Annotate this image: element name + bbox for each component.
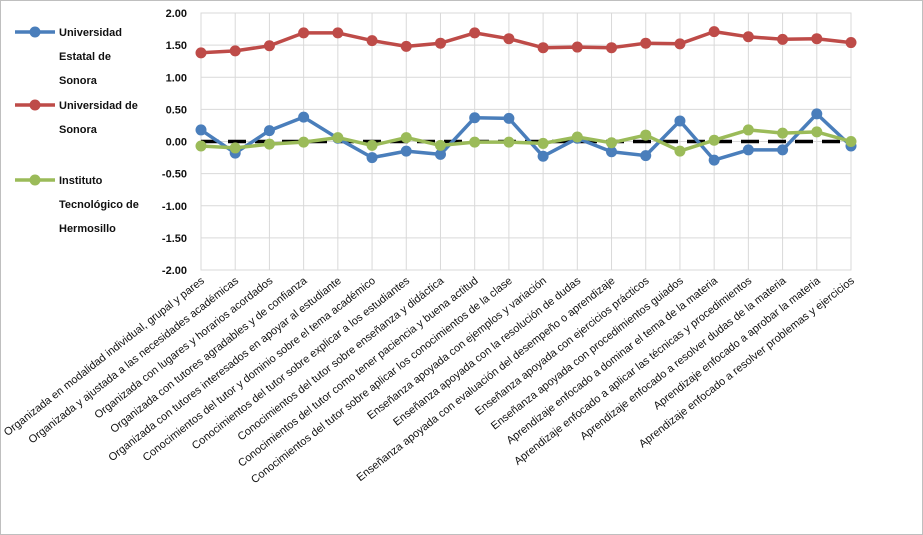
data-point <box>263 138 275 150</box>
data-point <box>400 40 412 52</box>
legend-label: Tecnológico de <box>59 199 139 211</box>
data-point <box>434 37 446 49</box>
data-point <box>606 42 618 54</box>
data-point <box>298 27 310 39</box>
y-tick-label: 0.50 <box>166 104 187 116</box>
legend-label: Hermosillo <box>59 223 116 235</box>
y-tick-label: 1.50 <box>166 40 187 52</box>
data-point <box>640 150 652 162</box>
data-point <box>674 115 686 127</box>
data-point <box>674 145 686 157</box>
data-point <box>366 35 378 47</box>
data-point <box>400 132 412 144</box>
y-tick-label: 1.00 <box>166 72 187 84</box>
data-point <box>366 152 378 164</box>
data-point <box>845 136 857 147</box>
data-point <box>263 125 275 137</box>
data-point <box>434 139 446 151</box>
y-tick-label: -1.00 <box>162 201 187 213</box>
data-point <box>503 33 515 45</box>
legend-label: Universidad de <box>59 100 138 112</box>
data-point <box>229 142 241 154</box>
data-point <box>640 129 652 141</box>
data-point <box>708 154 720 166</box>
data-point <box>811 33 823 45</box>
y-tick-label: 0.00 <box>166 137 187 149</box>
data-point <box>263 40 275 52</box>
data-point <box>777 144 789 156</box>
data-point <box>332 27 344 39</box>
data-point <box>708 26 720 38</box>
data-point <box>571 131 583 143</box>
data-point <box>195 124 207 136</box>
data-point <box>708 134 720 146</box>
legend-label: Estatal de <box>59 51 111 63</box>
data-point <box>537 42 549 54</box>
data-point <box>332 132 344 144</box>
y-tick-label: -1.50 <box>162 233 187 245</box>
data-point <box>777 33 789 45</box>
data-point <box>469 27 481 39</box>
data-point <box>400 145 412 157</box>
legend-marker <box>29 174 41 186</box>
series-line-2 <box>200 29 852 55</box>
data-point <box>742 144 754 156</box>
data-point <box>537 137 549 149</box>
data-point <box>195 140 207 152</box>
data-point <box>845 37 857 49</box>
data-point <box>298 136 310 148</box>
y-tick-label: 2.00 <box>166 8 187 20</box>
data-point <box>469 112 481 124</box>
data-point <box>434 148 446 160</box>
series-line-3 <box>200 128 852 153</box>
series-line-1 <box>200 112 853 162</box>
data-point <box>571 41 583 53</box>
data-point <box>503 136 515 148</box>
legend-marker <box>29 99 41 111</box>
legend-label: Sonora <box>59 75 98 87</box>
data-point <box>298 111 310 123</box>
data-point <box>811 126 823 138</box>
data-point <box>742 124 754 136</box>
legend-marker <box>29 26 41 38</box>
data-point <box>537 150 549 162</box>
legend-label: Sonora <box>59 124 98 136</box>
data-point <box>366 139 378 151</box>
data-point <box>503 112 515 124</box>
data-point <box>674 38 686 50</box>
data-point <box>606 146 618 158</box>
data-point <box>777 127 789 139</box>
data-point <box>640 37 652 49</box>
data-point <box>229 45 241 57</box>
data-point <box>811 108 823 120</box>
data-point <box>469 136 481 148</box>
legend-label: Instituto <box>59 175 103 187</box>
y-tick-label: -2.00 <box>162 265 187 277</box>
data-point <box>606 137 618 149</box>
data-point <box>742 31 754 43</box>
legend-label: Universidad <box>59 27 122 39</box>
data-point <box>195 47 207 59</box>
y-tick-label: -0.50 <box>162 169 187 181</box>
